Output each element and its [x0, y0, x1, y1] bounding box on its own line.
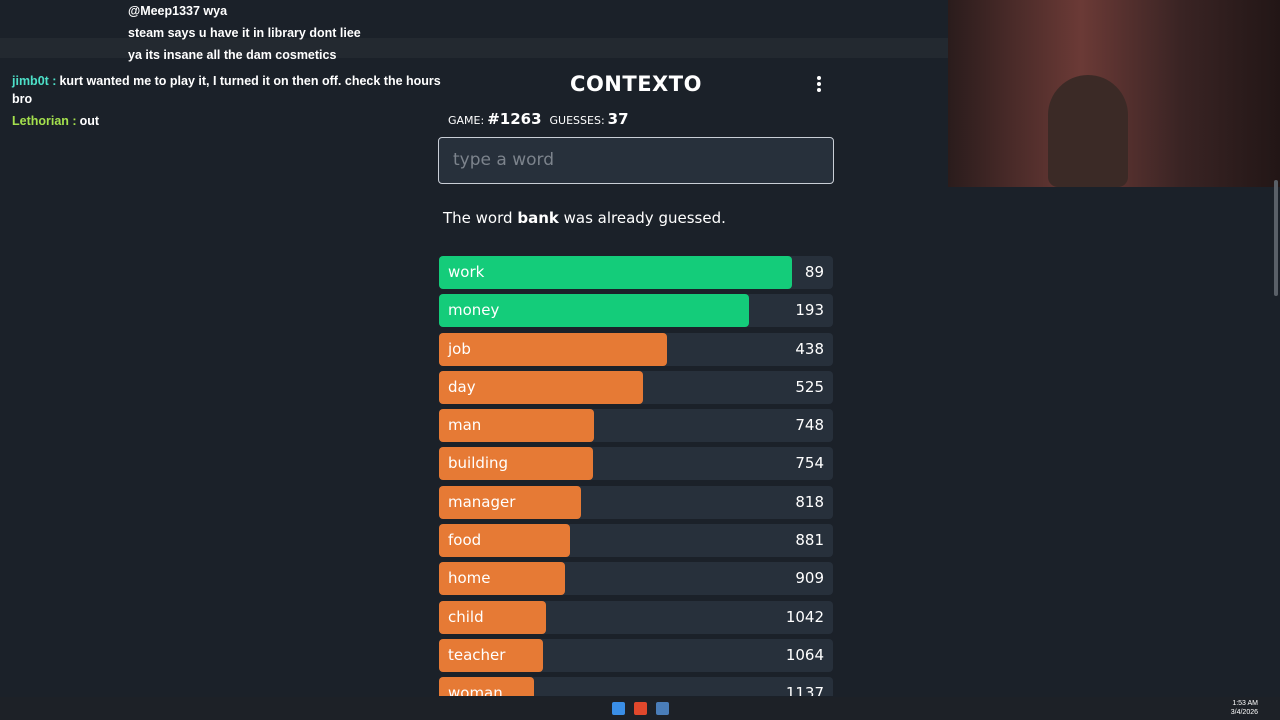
game-panel: CONTEXTO GAME: #1263 GUESSES: 37 type a wor…	[438, 60, 834, 227]
chat-user: Lethorian :	[12, 114, 77, 128]
streamer	[1048, 75, 1128, 187]
guess-word: man	[448, 416, 482, 435]
guess-row: money 193	[439, 294, 833, 328]
chat-text: out	[79, 114, 100, 128]
game-number: #1263	[487, 110, 542, 128]
guess-rank: 1042	[785, 607, 824, 626]
guess-rank: 525	[795, 377, 824, 396]
guess-row: man 748	[439, 409, 833, 443]
guess-row: woman 1137	[439, 677, 833, 696]
game-title: CONTEXTO	[570, 72, 702, 96]
guess-word: woman	[448, 684, 503, 696]
menu-button[interactable]	[814, 74, 824, 94]
guess-rank: 1137	[785, 684, 824, 696]
guess-rank: 909	[795, 569, 824, 588]
game-label: GAME:	[448, 114, 485, 127]
guess-word: teacher	[448, 645, 506, 664]
game-info: GAME: #1263 GUESSES: 37	[448, 110, 834, 128]
scrollbar[interactable]	[1274, 180, 1278, 296]
guess-rank: 193	[795, 301, 824, 320]
browser-overlay	[0, 38, 948, 58]
date: 3/4/2026	[1230, 709, 1258, 716]
rank-bar	[439, 409, 594, 443]
guess-row: food 881	[439, 524, 833, 558]
browser-icon[interactable]	[634, 702, 647, 715]
guess-rank: 881	[795, 531, 824, 550]
guess-row: job 438	[439, 332, 833, 366]
guess-word: money	[448, 301, 500, 320]
message: The word bank was already guessed.	[443, 209, 834, 227]
time: 1:53 AM	[1232, 700, 1258, 707]
guess-row: day 525	[439, 370, 833, 404]
guess-row: building 754	[439, 447, 833, 481]
guess-word: child	[448, 607, 484, 626]
guess-rank: 748	[795, 416, 824, 435]
chat-message: ya its insane all the dam cosmetics	[8, 44, 448, 66]
guesses-label: GUESSES:	[549, 114, 605, 127]
guess-rank: 818	[795, 492, 824, 511]
guess-word: food	[448, 531, 482, 550]
rank-bar	[439, 370, 644, 404]
chat-message: steam says u have it in library dont lie…	[8, 22, 448, 44]
guess-word: building	[448, 454, 509, 473]
rank-bar	[439, 256, 792, 289]
chat: @Meep1337 wya steam says u have it in lib…	[8, 0, 448, 132]
message-word: bank	[517, 209, 559, 227]
guess-row: manager 818	[439, 485, 833, 519]
guesses-count: 37	[607, 110, 629, 128]
guess-word: manager	[448, 492, 516, 511]
steam-icon[interactable]	[656, 702, 669, 715]
rank-bar	[439, 638, 544, 672]
guess-row: teacher 1064	[439, 638, 833, 672]
rank-bar	[439, 332, 667, 366]
chat-text: ya its insane all the dam cosmetics	[128, 48, 337, 62]
start-button[interactable]	[612, 702, 625, 715]
guess-rank: 438	[795, 339, 824, 358]
chat-text: kurt wanted me to play it, I turned it o…	[12, 74, 441, 106]
clock: 1:53 AM 3/4/2026	[1231, 699, 1258, 717]
webcam	[948, 0, 1280, 187]
chat-message: jimb0t : kurt wanted me to play it, I tur…	[8, 70, 448, 110]
guess-rank: 89	[804, 263, 824, 281]
rank-bar	[439, 600, 547, 634]
guess-row: home 909	[439, 562, 833, 596]
guess-word: job	[448, 339, 471, 358]
guess-word: home	[448, 569, 491, 588]
rank-bar	[439, 294, 749, 328]
message-text: was already guessed.	[563, 209, 726, 227]
chat-user: jimb0t :	[12, 74, 57, 88]
guess-row: child 1042	[439, 600, 833, 634]
rank-bar	[439, 677, 535, 696]
taskbar: 1:53 AM 3/4/2026	[0, 697, 1280, 720]
guess-row: work 89	[439, 256, 833, 289]
guess-word: day	[448, 377, 476, 396]
rank-bar	[439, 447, 593, 481]
chat-text: steam says u have it in library dont lie…	[128, 26, 361, 40]
rank-bar	[439, 485, 581, 519]
chat-message: Lethorian : out	[8, 110, 448, 132]
word-input[interactable]: type a word	[438, 137, 834, 184]
chat-message: @Meep1337 wya	[8, 0, 448, 22]
guess-list: work 89 money 193 job 438 day 525 man 748 building…	[439, 256, 833, 696]
chat-text: @Meep1337 wya	[128, 4, 228, 18]
guess-rank: 754	[795, 454, 824, 473]
message-text: The word	[443, 209, 513, 227]
rank-bar	[439, 562, 566, 596]
guess-rank: 1064	[785, 645, 824, 664]
guess-word: work	[448, 263, 485, 281]
rank-bar	[439, 524, 570, 558]
